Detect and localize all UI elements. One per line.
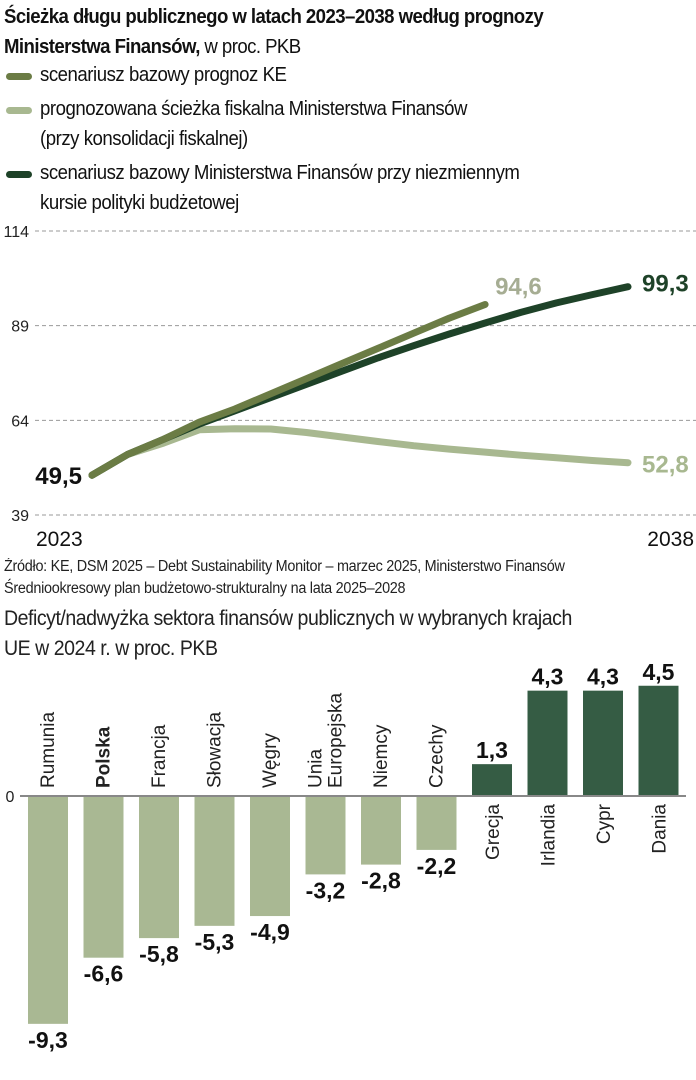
end-value-label: 94,6 [495, 273, 542, 300]
legend-item-mf-fiscal: prognozowana ścieżka fiskalna Ministerst… [4, 94, 694, 154]
bar [250, 796, 290, 917]
bar [361, 796, 401, 865]
source-note: Źródło: KE, DSM 2025 – Debt Sustainabili… [4, 558, 565, 597]
bar [638, 685, 679, 796]
bar [527, 690, 568, 796]
category-label: Węgry [260, 733, 281, 788]
category-label: Grecja [483, 804, 504, 860]
end-value-label: 99,3 [642, 271, 689, 298]
chart-title: Ścieżka długu publicznego w latach 2023–… [4, 2, 646, 62]
bar-value-label: -3,2 [306, 877, 346, 903]
category-label: Unia [306, 748, 327, 788]
chart-title-bold: Ścieżka długu publicznego w latach 2023–… [4, 6, 544, 58]
legend-label: prognozowana ścieżka fiskalna Ministerst… [40, 98, 468, 150]
bar-value-label: -2,2 [417, 853, 457, 879]
legend-item-mf-base: scenariusz bazowy Ministerstwa Finansów … [4, 158, 694, 218]
category-label: Cypr [594, 803, 615, 844]
bar-value-label: -9,3 [28, 1027, 68, 1053]
legend-label: scenariusz bazowy Ministerstwa Finansów … [40, 162, 520, 214]
bar [83, 796, 124, 958]
legend-swatch-mf-fiscal [6, 107, 32, 114]
bar [28, 796, 68, 1024]
series-line [88, 301, 489, 479]
y-tick-label: 114 [3, 224, 29, 241]
bar-value-label: 4,5 [643, 660, 675, 685]
x-tick-label: 2023 [36, 528, 83, 550]
bar [194, 796, 235, 926]
category-label: Rumunia [38, 712, 59, 788]
bar [416, 796, 457, 850]
bar [583, 690, 623, 796]
bar-value-label: -4,9 [250, 919, 290, 945]
category-label: Francja [149, 724, 170, 788]
debt-line-chart: 39 64 89 114 2023 2038 94,6 52,8 99,3 49,5 [3, 224, 696, 550]
y-tick-label: 89 [11, 319, 29, 336]
series-line [88, 283, 632, 479]
bar [305, 796, 346, 875]
y-tick-label: 0 [6, 789, 15, 806]
x-tick-label: 2038 [647, 528, 694, 550]
bar-value-label: -5,3 [195, 929, 235, 955]
category-label: Słowacja [205, 712, 226, 788]
bar [472, 764, 512, 796]
end-value-label: 52,8 [642, 452, 689, 479]
category-label: Europejska [326, 693, 347, 788]
legend: scenariusz bazowy prognoz KE prognozowan… [4, 60, 694, 222]
category-label: Niemcy [371, 724, 392, 788]
chart-title-unit: w proc. PKB [199, 36, 301, 58]
y-tick-label: 39 [11, 508, 29, 525]
category-label: Czechy [427, 724, 448, 788]
legend-item-ke: scenariusz bazowy prognoz KE [4, 60, 694, 90]
bar-value-label: 4,3 [532, 664, 564, 690]
category-label: Dania [650, 804, 671, 854]
category-label: Polska [94, 726, 115, 788]
bar-value-label: 4,3 [587, 664, 619, 690]
legend-swatch-mf-base [6, 171, 32, 178]
deficit-bar-chart: -9,3 Rumunia -6,6 Polska -5,8 Francja -5,3 Słow… [6, 660, 686, 1053]
bar-value-label: -2,8 [361, 868, 401, 894]
bar-value-label: 1,3 [476, 737, 508, 763]
category-label: Irlandia [539, 804, 560, 867]
bar-value-label: -5,8 [139, 941, 179, 967]
bar-chart-title: Deficyt/nadwyżka sektora finansów public… [4, 607, 572, 660]
bar-value-label: -6,6 [84, 961, 124, 987]
legend-swatch-ke [6, 73, 32, 80]
legend-label: scenariusz bazowy prognoz KE [40, 64, 287, 86]
series-line [88, 425, 632, 479]
bar [139, 796, 179, 939]
start-value-label: 49,5 [35, 463, 82, 490]
y-tick-label: 64 [11, 413, 29, 430]
